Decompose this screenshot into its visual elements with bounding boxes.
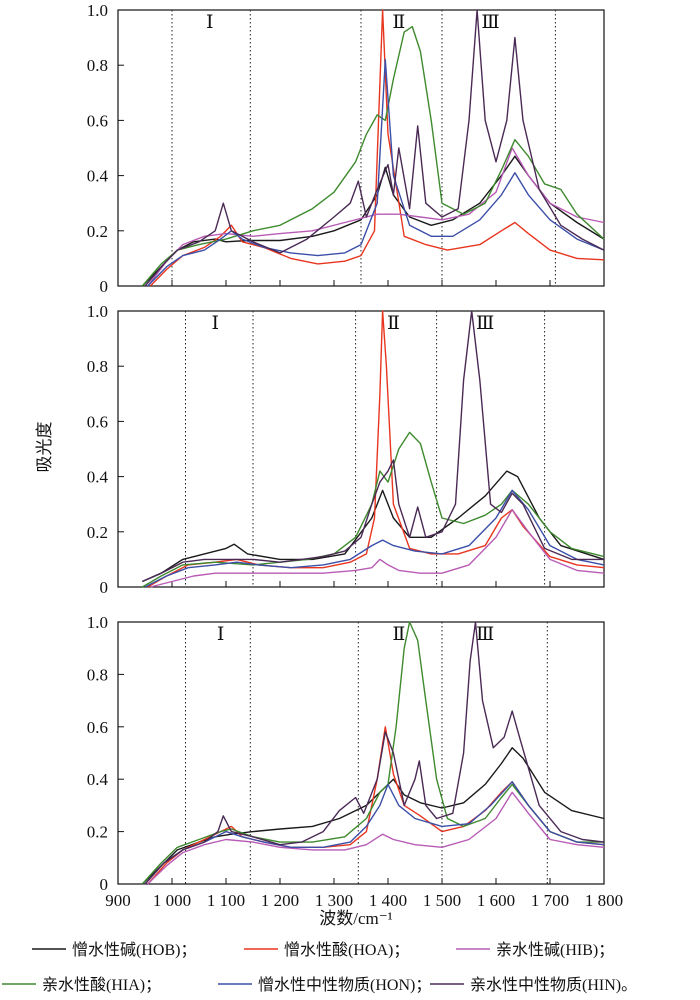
legend-label: 憎水性中性物质(HON)； — [258, 975, 431, 994]
y-tick-label: 0 — [100, 578, 109, 597]
region-label: Ⅰ — [211, 313, 219, 334]
series-line-hon — [147, 59, 605, 287]
region-label: Ⅲ — [481, 12, 499, 33]
y-tick-label: 0.2 — [87, 222, 108, 241]
legend-item-hon: 憎水性中性物质(HON)； — [218, 975, 431, 994]
region-label: Ⅲ — [476, 624, 494, 645]
series-line-hin — [144, 9, 605, 287]
region-label: Ⅲ — [476, 313, 494, 334]
region-label: Ⅱ — [387, 313, 400, 334]
y-tick-label: 0 — [100, 875, 109, 894]
x-tick-label: 1 500 — [423, 891, 461, 910]
y-tick-label: 0.8 — [87, 56, 108, 75]
legend-label: 亲水性中性物质(HIN)。 — [470, 976, 637, 994]
x-tick-label: 1 600 — [477, 891, 515, 910]
legend-label: 亲水性碱(HIB)； — [496, 941, 614, 959]
plot-frame — [117, 621, 605, 885]
series-line-hon — [144, 781, 605, 885]
series-line-hob — [142, 470, 605, 583]
y-tick-label: 0.4 — [87, 770, 109, 789]
y-tick-label: 0.6 — [87, 111, 108, 130]
y-tick-label: 0.8 — [87, 357, 108, 376]
legend-label: 憎水性碱(HOB)； — [72, 940, 196, 959]
x-tick-label: 1 100 — [207, 891, 245, 910]
y-tick-label: 1.0 — [87, 1, 108, 20]
y-tick-label: 0.2 — [87, 523, 108, 542]
series-line-hia — [141, 621, 604, 885]
x-tick-label: 1 400 — [369, 891, 407, 910]
y-tick-label: 0.2 — [87, 823, 108, 842]
series-line-hoa — [149, 9, 605, 287]
x-tick-label: 1 700 — [531, 891, 569, 910]
series-line-hin — [142, 310, 604, 583]
legend-item-hia: 亲水性酸(HIA)； — [2, 976, 161, 994]
panel-bottom: 0 0.2 0.4 0.6 0.8 1.0 Ⅰ Ⅱ Ⅲ — [87, 613, 605, 894]
region-label: Ⅱ — [392, 12, 405, 33]
series-line-hia — [141, 25, 605, 287]
x-axis-label: 波数/cm⁻¹ — [319, 909, 393, 928]
series-line-hoa — [147, 726, 605, 885]
series-line-hib — [147, 791, 605, 885]
series-line-hoa — [147, 310, 605, 588]
series-line-hob — [141, 155, 605, 287]
series-line-hib — [150, 509, 605, 588]
y-tick-label: 0.6 — [87, 718, 108, 737]
region-label: Ⅰ — [217, 624, 225, 645]
x-tick-label: 1 800 — [585, 891, 623, 910]
series-line-hin — [144, 621, 605, 885]
y-tick-label: 1.0 — [87, 302, 108, 321]
y-tick-label: 0.8 — [87, 665, 108, 684]
legend-item-hoa: 憎水性酸(HOA)； — [244, 940, 409, 959]
x-axis-tick-labels: 900 1 000 1 100 1 200 1 300 1 400 1 500 1 600 1 … — [105, 891, 623, 910]
panel-middle: 0 0.2 0.4 0.6 0.8 1.0 Ⅰ Ⅱ Ⅲ — [87, 302, 605, 597]
plot-frame — [117, 310, 605, 588]
x-tick-label: 900 — [105, 891, 131, 910]
region-label: Ⅰ — [206, 12, 214, 33]
y-tick-label: 0.6 — [87, 412, 108, 431]
y-tick-label: 0.4 — [87, 167, 109, 186]
x-tick-label: 1 300 — [315, 891, 353, 910]
legend-label: 亲水性酸(HIA)； — [42, 976, 161, 994]
y-tick-label: 0 — [100, 277, 109, 296]
legend-item-hin: 亲水性中性物质(HIN)。 — [430, 976, 637, 994]
region-label: Ⅱ — [392, 624, 405, 645]
legend-label: 憎水性酸(HOA)； — [284, 940, 409, 959]
legend-item-hib: 亲水性碱(HIB)； — [456, 941, 614, 959]
x-tick-label: 1 200 — [261, 891, 299, 910]
legend-item-hob: 憎水性碱(HOB)； — [32, 940, 196, 959]
y-tick-label: 0.4 — [87, 468, 109, 487]
panel-top: 0 0.2 0.4 0.6 0.8 1.0 Ⅰ Ⅱ Ⅲ — [87, 1, 605, 296]
x-tick-label: 1 000 — [153, 891, 191, 910]
y-axis-label: 吸光度 — [35, 422, 54, 473]
legend: 憎水性碱(HOB)； 憎水性酸(HOA)； 亲水性碱(HIB)； 亲水性酸(HIA)；… — [2, 940, 637, 994]
y-tick-label: 1.0 — [87, 613, 108, 632]
